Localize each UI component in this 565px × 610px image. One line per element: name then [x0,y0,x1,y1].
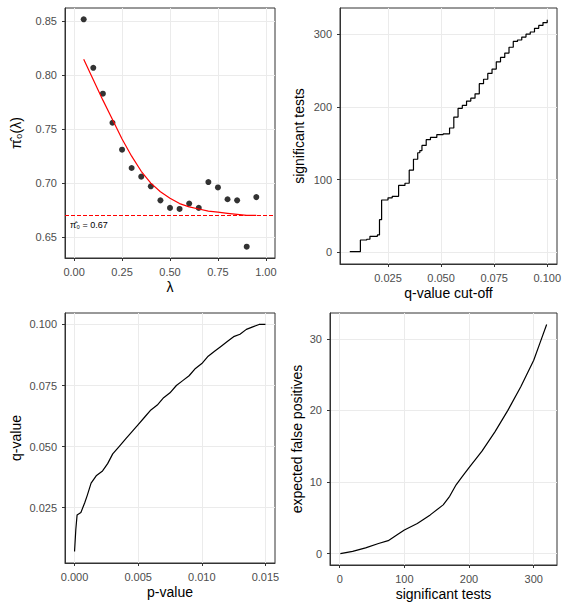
svg-text:p-value: p-value [147,584,193,600]
svg-text:0: 0 [337,573,343,585]
svg-text:100: 100 [314,174,332,186]
svg-text:0.000: 0.000 [61,571,89,583]
svg-text:q-value cut-off: q-value cut-off [404,285,493,301]
svg-text:π̂₀ = 0.67: π̂₀ = 0.67 [70,220,108,230]
svg-text:0.075: 0.075 [480,272,508,284]
svg-text:30: 30 [310,333,322,345]
svg-text:significant tests: significant tests [291,88,307,184]
svg-text:significant tests: significant tests [396,586,492,602]
svg-text:0.75: 0.75 [207,266,228,278]
svg-text:100: 100 [395,573,413,585]
svg-text:λ: λ [167,279,174,295]
svg-text:0.075: 0.075 [29,380,57,392]
svg-text:0.100: 0.100 [533,272,561,284]
svg-text:0.050: 0.050 [427,272,455,284]
svg-text:0.85: 0.85 [36,15,57,27]
svg-text:0.100: 0.100 [29,318,57,330]
svg-text:0.005: 0.005 [124,571,152,583]
svg-text:300: 300 [525,573,543,585]
svg-text:0.25: 0.25 [111,266,132,278]
svg-text:0: 0 [316,548,322,560]
svg-text:1.00: 1.00 [255,266,276,278]
svg-text:0.025: 0.025 [29,502,57,514]
svg-text:20: 20 [310,404,322,416]
svg-text:300: 300 [314,28,332,40]
svg-text:0.65: 0.65 [36,231,57,243]
svg-text:0.050: 0.050 [29,441,57,453]
svg-text:0.80: 0.80 [36,69,57,81]
svg-text:expected false positives: expected false positives [289,365,305,514]
svg-text:0.50: 0.50 [159,266,180,278]
svg-text:0.00: 0.00 [63,266,84,278]
svg-text:200: 200 [314,101,332,113]
svg-text:10: 10 [310,476,322,488]
svg-text:0.75: 0.75 [36,123,57,135]
svg-text:π̂₀(λ): π̂₀(λ) [8,117,24,149]
svg-text:200: 200 [460,573,478,585]
svg-text:0.015: 0.015 [252,571,280,583]
svg-text:0.025: 0.025 [374,272,402,284]
svg-text:q-value: q-value [8,415,24,461]
svg-text:0.70: 0.70 [36,177,57,189]
svg-text:0: 0 [326,246,332,258]
svg-text:0.010: 0.010 [188,571,216,583]
